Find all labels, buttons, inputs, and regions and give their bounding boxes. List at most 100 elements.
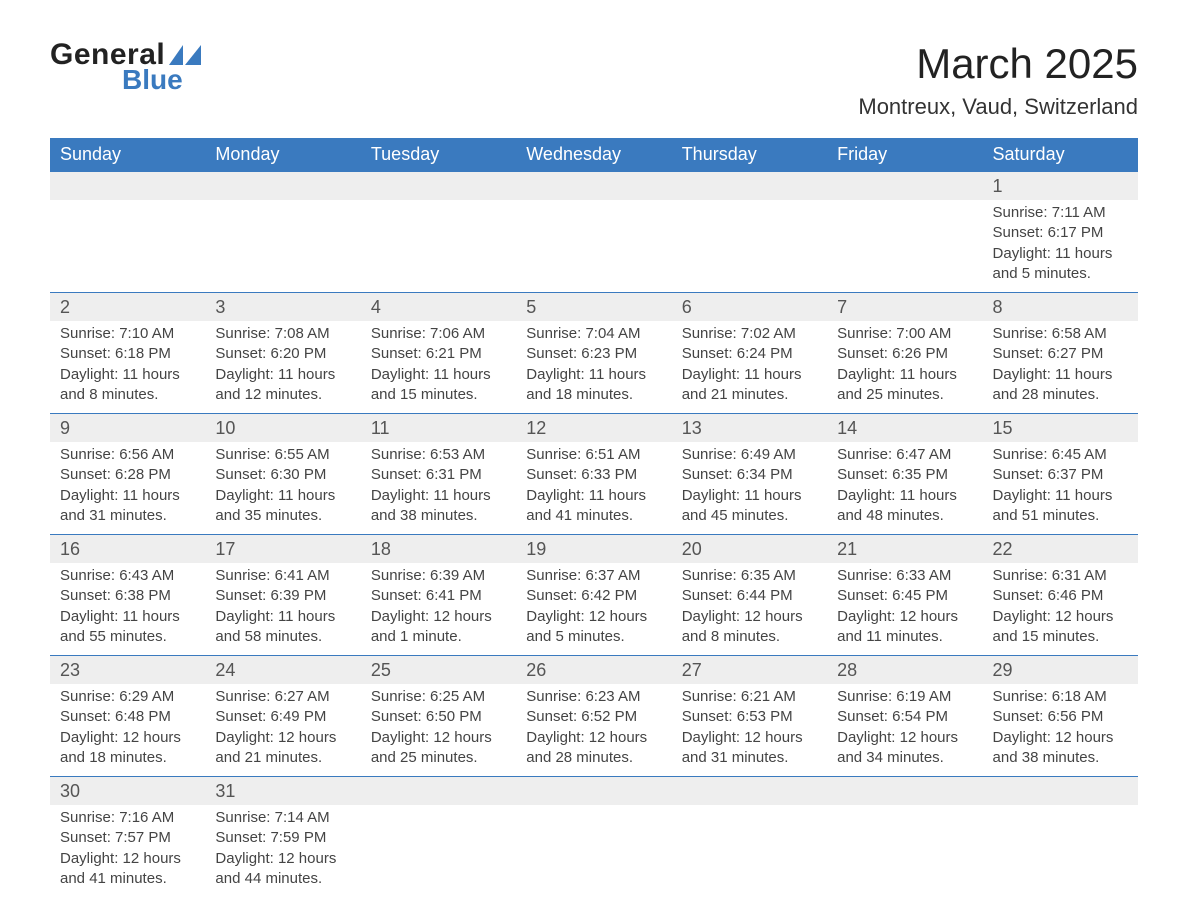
weekday-header: Tuesday	[361, 138, 516, 172]
day-sunrise: Sunrise: 7:08 AM	[215, 324, 350, 344]
day-sunrise: Sunrise: 6:55 AM	[215, 445, 350, 465]
day-details-cell: Sunrise: 6:33 AMSunset: 6:45 PMDaylight:…	[827, 563, 982, 656]
day-sunset: Sunset: 7:59 PM	[215, 828, 350, 848]
day-number-cell: 14	[827, 414, 982, 443]
day-sunrise: Sunrise: 6:37 AM	[526, 566, 661, 586]
day-daylight: Daylight: 11 hours and 31 minutes.	[60, 486, 195, 527]
month-title: March 2025	[858, 40, 1138, 88]
day-number-cell: 26	[516, 656, 671, 685]
day-daylight: Daylight: 11 hours and 38 minutes.	[371, 486, 506, 527]
day-daylight: Daylight: 12 hours and 28 minutes.	[526, 728, 661, 769]
day-details-cell: Sunrise: 6:49 AMSunset: 6:34 PMDaylight:…	[672, 442, 827, 535]
day-sunrise: Sunrise: 6:58 AM	[993, 324, 1128, 344]
title-block: March 2025 Montreux, Vaud, Switzerland	[858, 40, 1138, 120]
day-daylight: Daylight: 11 hours and 18 minutes.	[526, 365, 661, 406]
day-details-cell: Sunrise: 6:27 AMSunset: 6:49 PMDaylight:…	[205, 684, 360, 777]
day-details-cell	[672, 805, 827, 897]
day-number-cell: 6	[672, 293, 827, 322]
day-sunrise: Sunrise: 6:29 AM	[60, 687, 195, 707]
day-sunset: Sunset: 6:37 PM	[993, 465, 1128, 485]
day-daylight: Daylight: 12 hours and 18 minutes.	[60, 728, 195, 769]
day-number-cell: 11	[361, 414, 516, 443]
day-sunset: Sunset: 6:31 PM	[371, 465, 506, 485]
day-details-cell: Sunrise: 6:55 AMSunset: 6:30 PMDaylight:…	[205, 442, 360, 535]
day-number-cell: 15	[983, 414, 1138, 443]
day-number-cell: 1	[983, 172, 1138, 201]
day-number-cell	[205, 172, 360, 201]
day-number: 18	[361, 535, 516, 563]
day-sunrise: Sunrise: 7:16 AM	[60, 808, 195, 828]
day-details-cell: Sunrise: 6:29 AMSunset: 6:48 PMDaylight:…	[50, 684, 205, 777]
day-daylight: Daylight: 11 hours and 45 minutes.	[682, 486, 817, 527]
day-sunrise: Sunrise: 6:19 AM	[837, 687, 972, 707]
day-daylight: Daylight: 11 hours and 51 minutes.	[993, 486, 1128, 527]
day-details-cell	[983, 805, 1138, 897]
day-details-cell: Sunrise: 6:43 AMSunset: 6:38 PMDaylight:…	[50, 563, 205, 656]
day-number-cell	[983, 777, 1138, 806]
day-sunset: Sunset: 6:17 PM	[993, 223, 1128, 243]
day-sunrise: Sunrise: 6:18 AM	[993, 687, 1128, 707]
day-details-cell	[516, 805, 671, 897]
day-number: 26	[516, 656, 671, 684]
day-number-cell: 4	[361, 293, 516, 322]
day-details-cell	[516, 200, 671, 293]
day-number-cell	[672, 777, 827, 806]
day-sunset: Sunset: 6:20 PM	[215, 344, 350, 364]
day-daylight: Daylight: 11 hours and 12 minutes.	[215, 365, 350, 406]
day-sunset: Sunset: 6:49 PM	[215, 707, 350, 727]
day-sunset: Sunset: 6:34 PM	[682, 465, 817, 485]
day-details-cell: Sunrise: 6:25 AMSunset: 6:50 PMDaylight:…	[361, 684, 516, 777]
day-sunset: Sunset: 6:41 PM	[371, 586, 506, 606]
day-details-cell	[361, 200, 516, 293]
day-number: 25	[361, 656, 516, 684]
day-daylight: Daylight: 11 hours and 8 minutes.	[60, 365, 195, 406]
day-number: 24	[205, 656, 360, 684]
day-sunset: Sunset: 6:39 PM	[215, 586, 350, 606]
day-daylight: Daylight: 11 hours and 55 minutes.	[60, 607, 195, 648]
day-number: 28	[827, 656, 982, 684]
day-sunrise: Sunrise: 6:23 AM	[526, 687, 661, 707]
calendar-table: SundayMondayTuesdayWednesdayThursdayFrid…	[50, 138, 1138, 897]
day-number: 19	[516, 535, 671, 563]
day-daylight: Daylight: 12 hours and 1 minute.	[371, 607, 506, 648]
day-sunrise: Sunrise: 6:51 AM	[526, 445, 661, 465]
day-number-cell: 20	[672, 535, 827, 564]
day-sunrise: Sunrise: 6:27 AM	[215, 687, 350, 707]
day-number-cell	[361, 777, 516, 806]
day-number: 14	[827, 414, 982, 442]
day-sunset: Sunset: 6:42 PM	[526, 586, 661, 606]
day-details-cell	[205, 200, 360, 293]
day-sunrise: Sunrise: 7:14 AM	[215, 808, 350, 828]
day-number-cell	[827, 777, 982, 806]
day-number: 31	[205, 777, 360, 805]
day-sunset: Sunset: 6:24 PM	[682, 344, 817, 364]
day-sunrise: Sunrise: 7:10 AM	[60, 324, 195, 344]
day-number: 20	[672, 535, 827, 563]
day-sunrise: Sunrise: 6:56 AM	[60, 445, 195, 465]
day-sunrise: Sunrise: 6:45 AM	[993, 445, 1128, 465]
day-number-cell: 12	[516, 414, 671, 443]
day-sunset: Sunset: 6:27 PM	[993, 344, 1128, 364]
day-sunrise: Sunrise: 7:00 AM	[837, 324, 972, 344]
day-sunset: Sunset: 6:21 PM	[371, 344, 506, 364]
day-sunrise: Sunrise: 6:43 AM	[60, 566, 195, 586]
day-sunset: Sunset: 6:18 PM	[60, 344, 195, 364]
day-details-cell: Sunrise: 6:53 AMSunset: 6:31 PMDaylight:…	[361, 442, 516, 535]
day-number: 6	[672, 293, 827, 321]
day-sunset: Sunset: 6:54 PM	[837, 707, 972, 727]
day-daylight: Daylight: 12 hours and 31 minutes.	[682, 728, 817, 769]
day-sunrise: Sunrise: 7:06 AM	[371, 324, 506, 344]
day-sunrise: Sunrise: 6:35 AM	[682, 566, 817, 586]
day-details-cell: Sunrise: 7:00 AMSunset: 6:26 PMDaylight:…	[827, 321, 982, 414]
day-details-cell: Sunrise: 6:51 AMSunset: 6:33 PMDaylight:…	[516, 442, 671, 535]
day-number-cell: 2	[50, 293, 205, 322]
day-number-cell: 28	[827, 656, 982, 685]
day-sunrise: Sunrise: 6:53 AM	[371, 445, 506, 465]
day-details-cell	[50, 200, 205, 293]
day-daylight: Daylight: 11 hours and 28 minutes.	[993, 365, 1128, 406]
day-details-cell: Sunrise: 6:21 AMSunset: 6:53 PMDaylight:…	[672, 684, 827, 777]
day-number: 7	[827, 293, 982, 321]
day-sunset: Sunset: 6:28 PM	[60, 465, 195, 485]
day-details-cell: Sunrise: 7:14 AMSunset: 7:59 PMDaylight:…	[205, 805, 360, 897]
day-number-cell: 16	[50, 535, 205, 564]
